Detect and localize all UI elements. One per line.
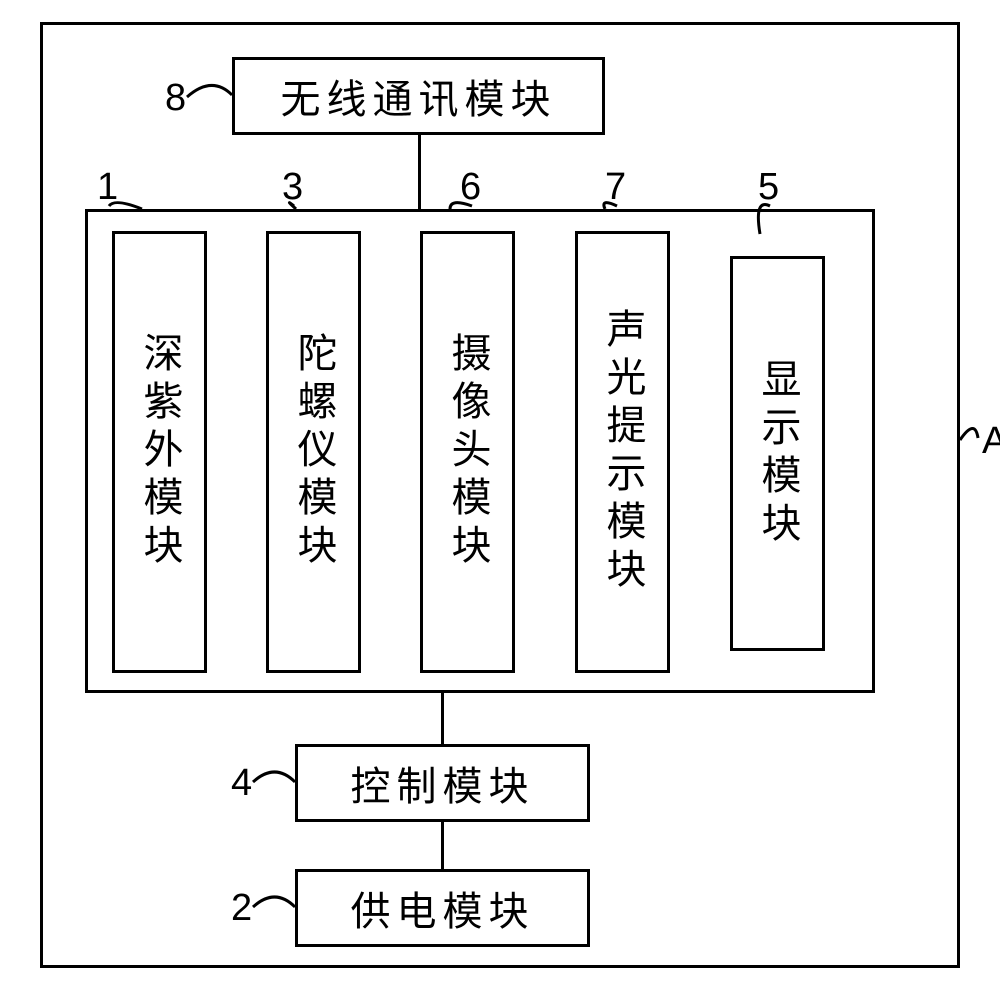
box-label: 声光提示模块 [594,308,652,596]
module-6: 摄像头模块 [420,231,515,673]
label-3: 3 [282,166,303,209]
lead-line [248,757,300,787]
label-5: 5 [758,166,779,209]
module-1: 深紫外模块 [112,231,207,673]
label-8: 8 [165,77,186,120]
box-label: 深紫外模块 [131,332,189,572]
label-6: 6 [460,166,481,209]
box-label: 陀螺仪模块 [285,332,343,572]
lead-line [182,70,237,102]
box-label: 控制模块 [351,754,535,812]
box-label: 供电模块 [351,879,535,937]
label-1: 1 [97,166,118,209]
box-label: 显示模块 [749,358,807,550]
label-7: 7 [605,166,626,209]
label-2: 2 [231,887,252,930]
module-5: 显示模块 [730,256,825,651]
connector [418,135,421,209]
label-A: A [982,420,1000,463]
control-module: 控制模块 [295,744,590,822]
box-label: 无线通讯模块 [281,67,557,125]
power-module: 供电模块 [295,869,590,947]
lead-line [248,882,300,912]
connector [441,822,444,869]
box-label: 摄像头模块 [439,332,497,572]
lead-line [955,413,983,445]
label-4: 4 [231,762,252,805]
wireless-comm-module: 无线通讯模块 [232,57,605,135]
connector [441,693,444,744]
module-7: 声光提示模块 [575,231,670,673]
module-3: 陀螺仪模块 [266,231,361,673]
